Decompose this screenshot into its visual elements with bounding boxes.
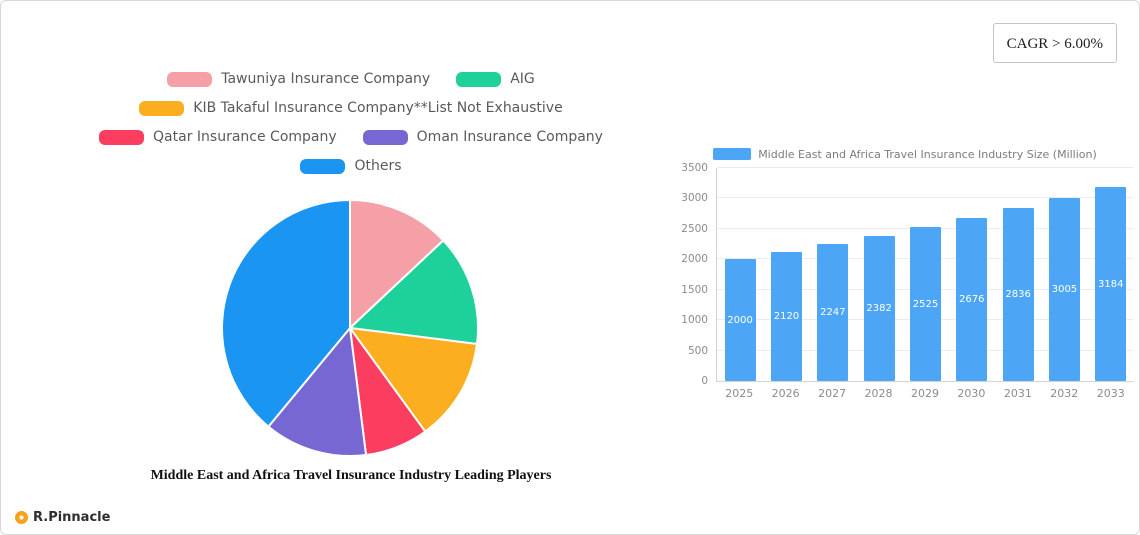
bar-chart-legend[interactable]: Middle East and Africa Travel Insurance … [676,147,1134,161]
pie-legend-item[interactable]: Others [300,158,402,174]
pie-legend-row: Qatar Insurance Company Oman Insurance Co… [99,129,603,145]
bar-value-label: 2836 [1005,289,1031,301]
bar-value-label: 2120 [773,310,800,322]
x-tick-label: 2026 [771,387,800,400]
bar-2026[interactable]: 2120 [770,251,802,381]
y-axis: 0 500 1000 1500 2000 2500 3000 3500 [676,162,716,387]
legend-swatch [362,129,408,145]
pie-chart-title: Middle East and Africa Travel Insurance … [150,468,552,483]
bar-2032[interactable]: 3005 [1048,198,1080,381]
legend-label: AIG [510,71,535,87]
y-tick-label: 500 [687,344,708,357]
legend-label: Others [354,158,402,174]
x-tick-label: 2033 [1096,387,1125,400]
bar-2033[interactable]: 3184 [1095,187,1127,381]
x-tick-label: 2029 [910,387,939,400]
pie-chart-section: Tawuniya Insurance Company AIG KIB Takaful… [1,1,701,534]
bar-value-label: 3184 [1098,278,1124,290]
x-tick-label: 2030 [957,387,986,400]
bar-legend-swatch [713,148,752,160]
bar-2030[interactable]: 2676 [956,218,988,381]
bar-2025[interactable]: 2000 [724,259,756,381]
x-tick-label: 2031 [1003,387,1032,400]
legend-swatch [139,100,185,116]
pie-legend-item[interactable]: Qatar Insurance Company [99,129,337,145]
gridline [717,167,1134,168]
bar-plot-area: 2000 2120 2247 2382 2525 2676 2836 3005 3184 [716,167,1134,382]
pie-legend: Tawuniya Insurance Company AIG KIB Takaful… [1,71,701,174]
pie-legend-item[interactable]: KIB Takaful Insurance Company**List Not … [139,100,563,116]
bar-value-label: 3005 [1051,284,1078,296]
pie-chart [221,199,479,457]
bar-value-label: 2676 [959,294,985,306]
brand-circle-icon [15,511,28,524]
bar-value-label: 2525 [912,298,939,310]
legend-label: KIB Takaful Insurance Company**List Not … [193,100,563,116]
gridline [717,197,1134,199]
y-tick-label: 0 [701,375,708,387]
cagr-badge-text: CAGR > 6.00% [1006,36,1103,52]
y-tick-label: 2000 [681,253,708,266]
pie-legend-item[interactable]: AIG [456,71,535,87]
bar-value-label: 2000 [727,314,753,326]
legend-swatch [167,71,213,87]
legend-label: Tawuniya Insurance Company [221,71,431,87]
bar-chart-section: Middle East and Africa Travel Insurance … [676,147,1134,400]
brand-name: R.Pinnacle [33,510,111,525]
bar-legend-label: Middle East and Africa Travel Insurance … [758,147,1097,161]
bars-row: 2000 2120 2247 2382 2525 2676 2836 3005 3184 [717,168,1134,381]
pie-slice[interactable] [221,199,351,428]
y-tick-label: 3500 [681,162,708,174]
x-axis: 2025 2026 2027 2028 2029 2030 2031 2032 2033 [716,387,1134,400]
bar-2027[interactable]: 2247 [817,244,849,381]
pie-legend-row: Others [300,158,402,174]
legend-label: Qatar Insurance Company [153,129,337,145]
bar-2031[interactable]: 2836 [1002,208,1034,381]
pie-slice[interactable] [349,199,445,329]
y-tick-label: 1000 [681,314,708,327]
pie-legend-row: KIB Takaful Insurance Company**List Not … [139,100,563,116]
pie-slice[interactable] [349,239,479,346]
y-tick-label: 1500 [681,283,708,296]
bar-2028[interactable]: 2382 [863,236,895,381]
x-tick-label: 2027 [818,387,847,400]
legend-swatch [456,71,502,87]
bar-value-label: 2382 [866,303,892,315]
x-tick-label: 2032 [1050,387,1079,400]
legend-label: Oman Insurance Company [416,129,603,145]
y-tick-label: 3000 [681,192,708,205]
pie-legend-item[interactable]: Tawuniya Insurance Company [167,71,430,87]
legend-swatch [300,158,346,174]
pie-legend-item[interactable]: Oman Insurance Company [362,129,603,145]
legend-swatch [99,129,145,145]
pie-slice[interactable] [349,327,478,433]
pie-slice[interactable] [267,327,368,457]
bar-value-label: 2247 [820,307,846,319]
brand-logo: R.Pinnacle [15,510,110,525]
y-tick-label: 2500 [681,222,708,235]
x-tick-label: 2025 [725,387,754,400]
cagr-badge: CAGR > 6.00% [992,23,1117,63]
bar-2029[interactable]: 2525 [909,227,941,381]
bar-chart-body: 0 500 1000 1500 2000 2500 3000 3500 2000 2120 224… [676,162,1134,387]
pie-legend-row: Tawuniya Insurance Company AIG [167,71,535,87]
x-tick-label: 2028 [864,387,893,400]
